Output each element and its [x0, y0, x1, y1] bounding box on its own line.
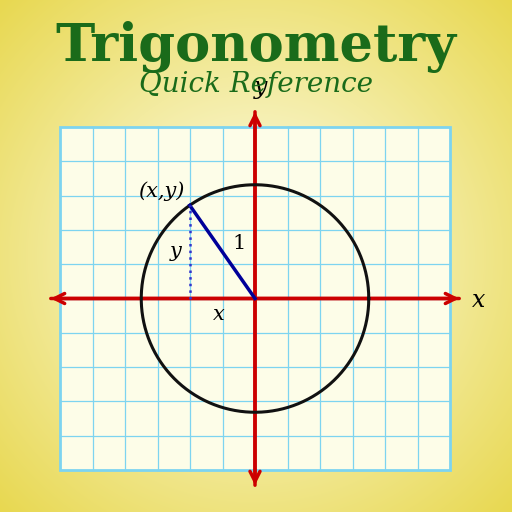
Text: Trigonometry: Trigonometry: [55, 21, 457, 73]
Text: (x,y): (x,y): [138, 182, 185, 201]
Text: x: x: [212, 305, 224, 324]
Bar: [60, 127, 450, 470]
Text: x: x: [472, 289, 485, 312]
Text: 1: 1: [232, 234, 246, 253]
Text: y: y: [170, 242, 182, 262]
Text: Quick Reference: Quick Reference: [139, 71, 373, 97]
Text: y: y: [254, 76, 268, 99]
